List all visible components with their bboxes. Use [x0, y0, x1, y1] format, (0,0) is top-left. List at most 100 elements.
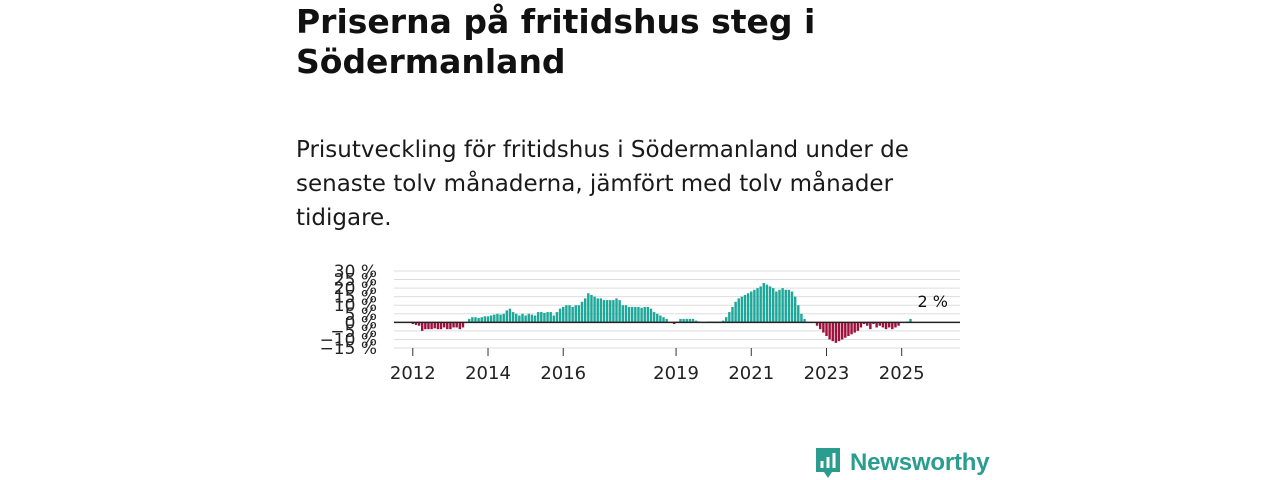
bar	[461, 322, 465, 328]
x-axis: 2012 2014 2016 2019 2021 2023 2025	[390, 348, 925, 384]
bar	[634, 306, 637, 323]
bar	[872, 322, 875, 325]
y-tick-label: −5 %	[330, 322, 377, 342]
bar	[455, 322, 458, 328]
bar	[499, 314, 502, 323]
bar	[850, 322, 853, 335]
bar	[612, 300, 615, 323]
bar	[853, 322, 856, 333]
bar	[605, 300, 609, 323]
bar	[837, 322, 841, 342]
bar	[797, 305, 800, 323]
bar	[875, 322, 878, 328]
bar	[424, 322, 427, 330]
bar	[771, 288, 775, 323]
bar	[577, 305, 581, 323]
bar	[787, 289, 791, 323]
bar	[894, 322, 897, 328]
bar	[844, 322, 847, 338]
bar	[624, 305, 628, 323]
bar	[477, 318, 480, 323]
bar	[831, 322, 834, 342]
bar	[565, 305, 568, 323]
newsworthy-brand[interactable]: Newsworthy	[814, 446, 990, 480]
bar	[449, 322, 452, 330]
bar	[433, 322, 436, 329]
bar	[840, 322, 844, 340]
bar-chart: −15 %−10 %−5 %0 %5 %10 %15 %20 %25 %30 %…	[320, 262, 960, 384]
bar	[679, 318, 682, 323]
bar	[800, 313, 803, 323]
bar	[602, 300, 606, 323]
bar	[618, 300, 621, 323]
bar	[847, 322, 850, 337]
bar	[815, 322, 819, 326]
bar	[593, 296, 596, 323]
bar	[637, 306, 640, 323]
bar	[496, 313, 499, 323]
x-tick-label: 2019	[653, 363, 699, 384]
bar	[646, 306, 650, 323]
bar	[442, 322, 446, 328]
newsworthy-logo-icon	[816, 448, 840, 478]
bar	[439, 322, 443, 330]
bar	[765, 284, 769, 323]
bar	[621, 305, 625, 323]
bar	[762, 282, 766, 323]
grid-lines	[394, 270, 960, 349]
bar	[793, 296, 797, 323]
bar	[446, 322, 449, 330]
bar	[659, 315, 662, 323]
bar	[731, 306, 734, 323]
bar	[672, 322, 676, 325]
bar	[474, 317, 477, 323]
x-tick-label: 2025	[879, 363, 925, 384]
bar	[417, 322, 421, 326]
bar	[489, 315, 493, 323]
last-value-label: 2 %	[918, 292, 948, 311]
x-tick-label: 2012	[390, 363, 436, 384]
bar	[688, 318, 692, 323]
bar	[724, 317, 728, 323]
bar	[590, 294, 593, 323]
bar	[740, 296, 744, 323]
chart-subtitle: Prisutveckling för fritidshus i Söderman…	[296, 137, 909, 231]
bar	[536, 312, 540, 323]
bar	[571, 306, 574, 323]
bar	[508, 308, 512, 323]
bar	[887, 322, 891, 328]
bar	[458, 322, 462, 330]
bar	[552, 315, 556, 323]
x-tick-label: 2023	[804, 363, 850, 384]
bar	[527, 313, 530, 323]
bar	[856, 322, 860, 331]
bar	[558, 308, 562, 323]
bar	[768, 286, 772, 323]
y-tick-label: 25 %	[334, 271, 377, 291]
bar	[568, 305, 571, 323]
brand-name: Newsworthy	[850, 449, 990, 476]
bar	[759, 286, 762, 323]
bar	[640, 307, 643, 323]
bar	[596, 298, 599, 323]
bar	[746, 293, 750, 323]
bar	[505, 310, 509, 323]
bar	[420, 322, 424, 331]
bar	[411, 322, 415, 325]
y-tick-label: 20 %	[334, 279, 377, 299]
bar	[583, 298, 587, 323]
y-tick-label: 15 %	[334, 288, 377, 308]
bar	[511, 312, 515, 323]
bar	[562, 306, 565, 323]
bar	[909, 318, 912, 323]
bar	[825, 322, 828, 337]
bar	[737, 298, 740, 323]
bar	[630, 306, 634, 323]
bar	[483, 316, 487, 323]
bar	[803, 318, 806, 323]
bar	[822, 322, 825, 333]
bar	[775, 291, 778, 323]
bar	[682, 318, 685, 323]
x-tick-label: 2014	[465, 363, 511, 384]
bars	[411, 282, 912, 343]
